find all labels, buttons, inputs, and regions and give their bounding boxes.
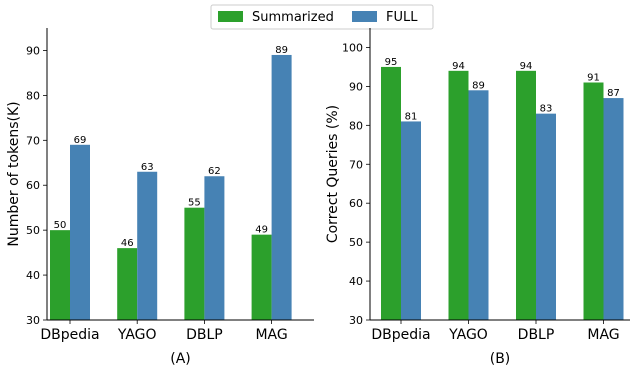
x-tick-label: DBpedia bbox=[40, 327, 99, 343]
data-label: 89 bbox=[275, 45, 288, 56]
data-label: 91 bbox=[587, 73, 600, 84]
data-label: 62 bbox=[208, 166, 221, 177]
bar-full-dblp bbox=[536, 113, 556, 320]
data-label: 49 bbox=[255, 225, 268, 236]
y-tick-label: 60 bbox=[349, 197, 363, 210]
data-label: 50 bbox=[54, 220, 67, 231]
y-tick-label: 70 bbox=[349, 158, 363, 171]
data-label: 83 bbox=[540, 104, 553, 115]
bar-summarized-yago bbox=[117, 248, 138, 320]
data-label: 55 bbox=[188, 198, 201, 209]
bar-full-dbpedia bbox=[401, 121, 421, 320]
x-tick-label: DBLP bbox=[518, 327, 555, 343]
bar-summarized-dblp bbox=[516, 70, 536, 321]
y-axis-title: Number of tokens(K) bbox=[6, 101, 22, 246]
chart-a: 30 40 50 60 70 80 90 50 69 DBpedia 46 63 YAGO 55 62 DBL… bbox=[6, 28, 314, 367]
x-axis-title: (A) bbox=[170, 351, 191, 367]
data-label: 89 bbox=[472, 80, 485, 91]
bar-summarized-yago bbox=[448, 70, 469, 321]
bar-full-dblp bbox=[204, 176, 225, 320]
y-tick-label: 90 bbox=[349, 80, 363, 93]
legend-swatch-full bbox=[352, 11, 377, 22]
bar-summarized-mag bbox=[251, 234, 272, 320]
x-axis-title: (B) bbox=[490, 351, 511, 367]
legend-label-summarized: Summarized bbox=[252, 10, 334, 25]
y-tick-label: 40 bbox=[349, 275, 363, 288]
data-label: 94 bbox=[452, 61, 465, 72]
x-tick-label: DBpedia bbox=[371, 327, 430, 343]
data-label: 95 bbox=[385, 57, 398, 68]
x-tick-label: DBLP bbox=[186, 327, 223, 343]
data-label: 87 bbox=[607, 88, 620, 99]
y-tick-label: 30 bbox=[349, 314, 363, 327]
bar-summarized-dbpedia bbox=[381, 66, 401, 320]
bar-summarized-mag bbox=[583, 82, 604, 320]
legend-swatch-summarized bbox=[218, 11, 243, 22]
y-tick-label: 90 bbox=[26, 44, 40, 57]
legend-label-full: FULL bbox=[386, 10, 418, 25]
bar-full-yago bbox=[468, 90, 489, 320]
y-tick-label: 80 bbox=[26, 89, 40, 102]
bar-full-mag bbox=[271, 54, 292, 320]
bar-full-mag bbox=[603, 98, 624, 320]
x-tick-label: YAGO bbox=[117, 327, 157, 343]
y-tick-label: 80 bbox=[349, 119, 363, 132]
y-tick-label: 50 bbox=[349, 236, 363, 249]
y-tick-label: 50 bbox=[26, 224, 40, 237]
x-tick-label: MAG bbox=[587, 327, 619, 343]
data-label: 46 bbox=[121, 238, 134, 249]
y-axis-title: Correct Queries (%) bbox=[325, 105, 341, 243]
data-label: 94 bbox=[520, 61, 533, 72]
x-tick-label: MAG bbox=[255, 327, 287, 343]
bar-full-yago bbox=[137, 171, 158, 320]
bar-summarized-dblp bbox=[184, 207, 205, 320]
x-tick-label: YAGO bbox=[448, 327, 488, 343]
y-tick-label: 100 bbox=[342, 41, 363, 54]
chart-b: 30 40 50 60 70 80 90 100 95 81 DBpedia 94 89 YAGO 94 83… bbox=[325, 28, 630, 367]
y-tick-label: 70 bbox=[26, 134, 40, 147]
bar-summarized-dbpedia bbox=[50, 230, 70, 320]
bar-full-dbpedia bbox=[70, 144, 90, 320]
data-label: 69 bbox=[74, 135, 87, 146]
legend-frame bbox=[210, 4, 434, 30]
y-tick-label: 40 bbox=[26, 269, 40, 282]
data-label: 81 bbox=[405, 111, 418, 122]
legend: Summarized FULL bbox=[210, 4, 434, 30]
y-tick-label: 60 bbox=[26, 179, 40, 192]
data-label: 63 bbox=[141, 162, 154, 173]
y-tick-label: 30 bbox=[26, 314, 40, 327]
